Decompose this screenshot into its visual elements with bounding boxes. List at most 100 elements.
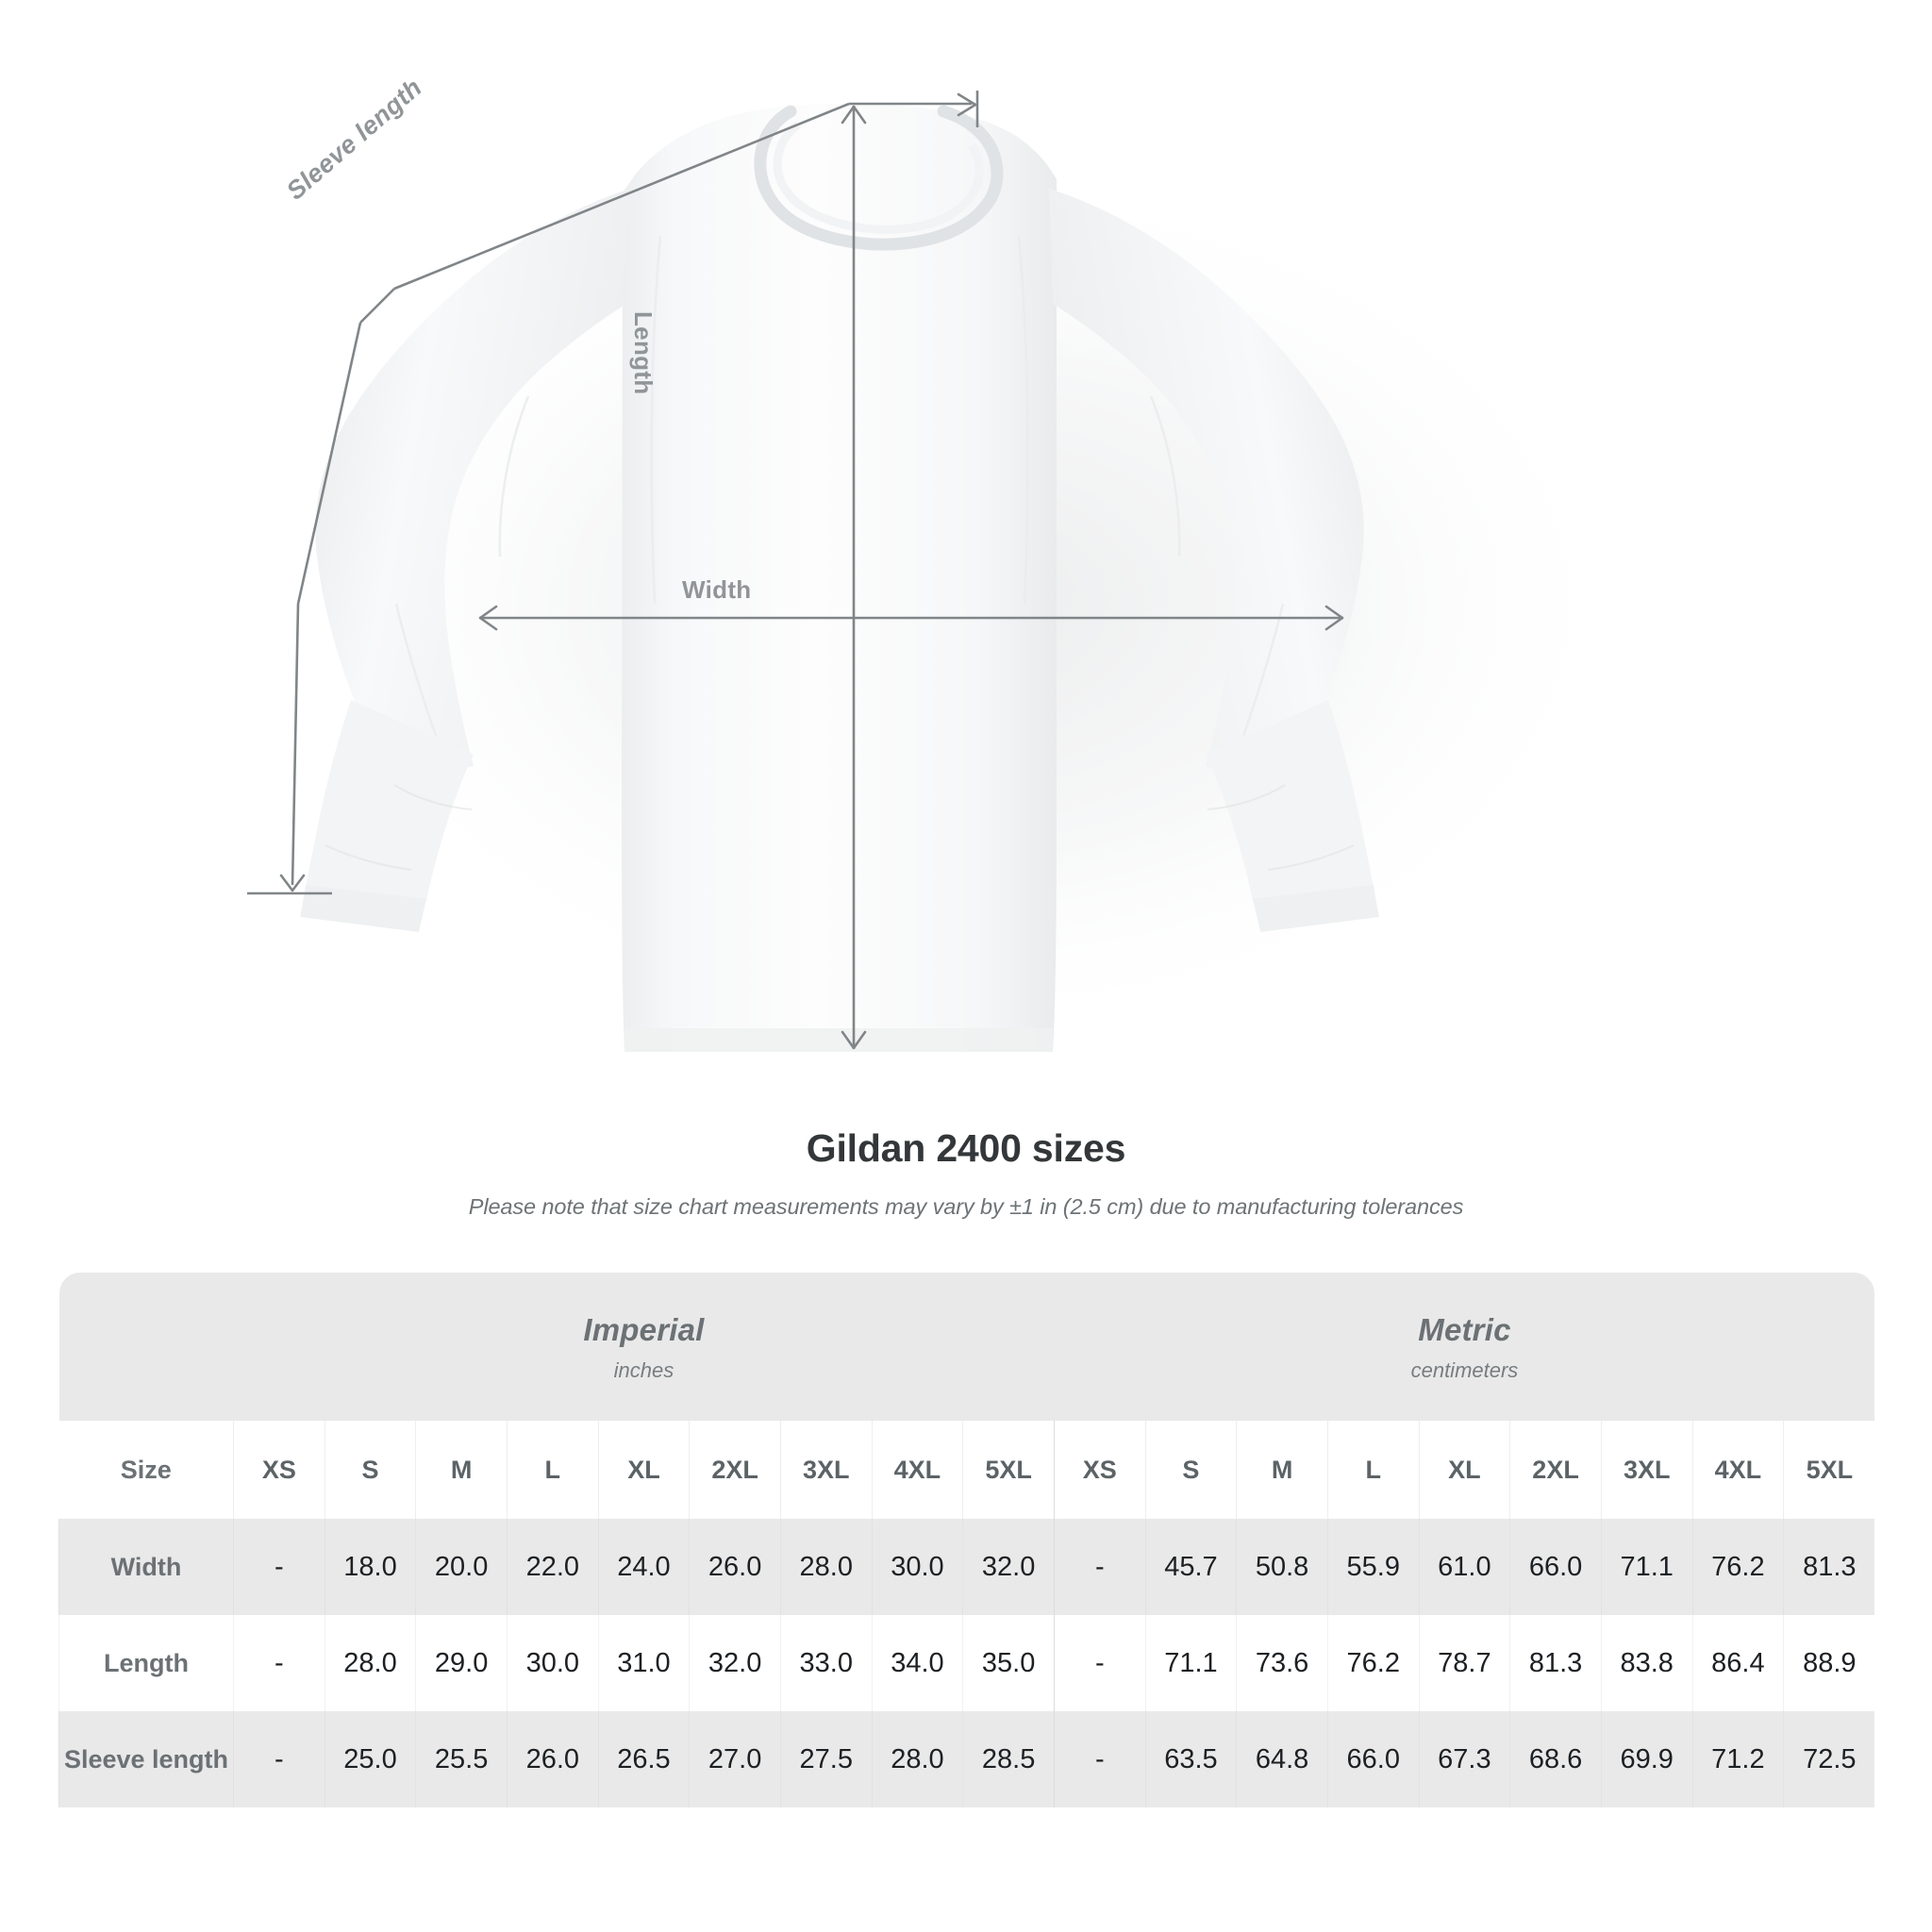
cell-sleeve-length-metric-4xl: 71.2 xyxy=(1691,1711,1784,1807)
cell-sleeve-length-imperial-l: 26.0 xyxy=(506,1711,599,1807)
cell-length-metric-m: 73.6 xyxy=(1236,1615,1328,1711)
cell-width-metric-m: 50.8 xyxy=(1236,1519,1328,1615)
row-header-width: Width xyxy=(58,1519,234,1615)
cell-sleeve-length-imperial-4xl: 28.0 xyxy=(871,1711,963,1807)
cell-width-imperial-3xl: 28.0 xyxy=(779,1519,873,1615)
size-column-header-imperial-5xl: 5XL xyxy=(962,1421,1055,1519)
unit-system-header-imperial: Imperial inches xyxy=(233,1273,1055,1421)
cell-width-imperial-s: 18.0 xyxy=(324,1519,416,1615)
cell-sleeve-length-imperial-2xl: 27.0 xyxy=(689,1711,781,1807)
tolerance-note: Please note that size chart measurements… xyxy=(468,1194,1464,1220)
table-row: Length -28.0 29.0 30.0 31.0 32.0 33.0 34.0 35.0-… xyxy=(58,1615,1875,1711)
cell-width-imperial-l: 22.0 xyxy=(506,1519,599,1615)
cell-width-imperial-2xl: 26.0 xyxy=(689,1519,781,1615)
cell-length-imperial-3xl: 33.0 xyxy=(779,1615,873,1711)
cell-length-imperial-m: 29.0 xyxy=(415,1615,508,1711)
size-column-header-imperial-4xl: 4XL xyxy=(871,1421,963,1519)
cell-width-imperial-4xl: 30.0 xyxy=(871,1519,963,1615)
arrowhead-width-right xyxy=(1324,605,1344,631)
cell-length-metric-xl: 78.7 xyxy=(1418,1615,1510,1711)
cell-sleeve-length-metric-m: 64.8 xyxy=(1236,1711,1328,1807)
size-column-header-imperial-xs: XS xyxy=(233,1421,325,1519)
size-column-header-imperial-3xl: 3XL xyxy=(779,1421,873,1519)
sleeve-line-vertical xyxy=(291,603,300,886)
measurement-lines xyxy=(247,91,1343,1049)
cell-width-imperial-xl: 24.0 xyxy=(597,1519,690,1615)
cell-sleeve-length-metric-s: 63.5 xyxy=(1144,1711,1237,1807)
arrowhead-length-top xyxy=(841,105,867,125)
cell-width-metric-xl: 61.0 xyxy=(1418,1519,1510,1615)
cell-sleeve-length-imperial-5xl: 28.5 xyxy=(962,1711,1055,1807)
cell-sleeve-length-metric-xs: - xyxy=(1053,1711,1146,1807)
cell-width-metric-xs: - xyxy=(1053,1519,1146,1615)
garment-illustration xyxy=(247,91,1641,1052)
length-dimension-label: Length xyxy=(629,311,658,395)
shirt-shape xyxy=(300,103,1379,1052)
row-header-sleeve-length: Sleeve length xyxy=(58,1711,234,1807)
cell-width-imperial-xs: - xyxy=(233,1519,325,1615)
size-table: Imperial inches Metric centimeters Size XS S M L… xyxy=(58,1273,1875,1807)
garment-diagram: Sleeve length Length Width xyxy=(247,73,1641,1052)
unit-system-unit: inches xyxy=(613,1357,675,1382)
cell-sleeve-length-metric-xl: 67.3 xyxy=(1418,1711,1510,1807)
page-title: Gildan 2400 sizes xyxy=(806,1126,1126,1170)
unit-header-spacer xyxy=(58,1273,234,1421)
cell-sleeve-length-metric-l: 66.0 xyxy=(1326,1711,1420,1807)
size-column-header-metric-3xl: 3XL xyxy=(1600,1421,1693,1519)
cell-sleeve-length-metric-3xl: 69.9 xyxy=(1600,1711,1693,1807)
size-column-header-metric-l: L xyxy=(1326,1421,1420,1519)
size-column-header-metric-m: M xyxy=(1236,1421,1328,1519)
cell-sleeve-length-metric-2xl: 68.6 xyxy=(1509,1711,1602,1807)
cell-length-metric-xs: - xyxy=(1053,1615,1146,1711)
title-block: Gildan 2400 sizes Please note that size … xyxy=(0,1126,1932,1220)
size-table-container: Imperial inches Metric centimeters Size XS S M L… xyxy=(58,1273,1875,1807)
cell-length-imperial-xl: 31.0 xyxy=(597,1615,690,1711)
arrowhead-width-left xyxy=(478,605,498,631)
cell-width-imperial-5xl: 32.0 xyxy=(962,1519,1055,1615)
size-header-row: Size XS S M L XL 2XL 3XL 4XL 5XL XS S M L XL 2XL 3XL 4XL 5… xyxy=(58,1421,1875,1519)
cell-length-metric-4xl: 86.4 xyxy=(1691,1615,1784,1711)
size-column-header-imperial-xl: XL xyxy=(597,1421,690,1519)
unit-system-name: Imperial xyxy=(583,1311,705,1347)
cell-length-imperial-l: 30.0 xyxy=(506,1615,599,1711)
size-column-header-metric-4xl: 4XL xyxy=(1691,1421,1784,1519)
cell-length-metric-l: 76.2 xyxy=(1326,1615,1420,1711)
table-row: Sleeve length -25.0 25.5 26.0 26.5 27.0 27.5 28… xyxy=(58,1711,1875,1807)
sleeve-line-shoulder xyxy=(393,102,850,291)
size-column-header-imperial-s: S xyxy=(324,1421,416,1519)
size-column-header-imperial-m: M xyxy=(415,1421,508,1519)
cell-length-imperial-5xl: 35.0 xyxy=(962,1615,1055,1711)
arrowhead-sleeve-bottom xyxy=(279,874,306,892)
cell-length-metric-s: 71.1 xyxy=(1144,1615,1237,1711)
cell-sleeve-length-imperial-s: 25.0 xyxy=(324,1711,416,1807)
cell-length-imperial-xs: - xyxy=(233,1615,325,1711)
row-header-length: Length xyxy=(58,1615,234,1711)
cell-width-metric-2xl: 66.0 xyxy=(1509,1519,1602,1615)
cell-width-metric-s: 45.7 xyxy=(1144,1519,1237,1615)
sleeve-line-forearm xyxy=(296,322,362,605)
cell-width-metric-5xl: 81.3 xyxy=(1783,1519,1875,1615)
measurement-arrowheads xyxy=(279,92,1344,1050)
size-header-label: Size xyxy=(58,1421,234,1519)
size-column-header-imperial-2xl: 2XL xyxy=(689,1421,781,1519)
cell-width-metric-l: 55.9 xyxy=(1326,1519,1420,1615)
arrowhead-length-bottom xyxy=(841,1030,867,1050)
size-column-header-metric-xs: XS xyxy=(1053,1421,1146,1519)
cell-length-imperial-2xl: 32.0 xyxy=(689,1615,781,1711)
size-column-header-imperial-l: L xyxy=(506,1421,599,1519)
cell-sleeve-length-imperial-m: 25.5 xyxy=(415,1711,508,1807)
unit-system-header-metric: Metric centimeters xyxy=(1054,1273,1875,1421)
cell-width-metric-4xl: 76.2 xyxy=(1691,1519,1784,1615)
width-dimension-label: Width xyxy=(682,575,752,604)
cell-sleeve-length-imperial-xs: - xyxy=(233,1711,325,1807)
size-column-header-metric-5xl: 5XL xyxy=(1783,1421,1875,1519)
cell-width-imperial-m: 20.0 xyxy=(415,1519,508,1615)
cell-length-imperial-s: 28.0 xyxy=(324,1615,416,1711)
cell-sleeve-length-imperial-3xl: 27.5 xyxy=(779,1711,873,1807)
table-row: Width -18.0 20.0 22.0 24.0 26.0 28.0 30.0 32.0-4… xyxy=(58,1519,1875,1615)
unit-system-unit: centimeters xyxy=(1410,1357,1519,1382)
unit-system-name: Metric xyxy=(1418,1311,1511,1347)
size-column-header-metric-2xl: 2XL xyxy=(1509,1421,1602,1519)
cell-width-metric-3xl: 71.1 xyxy=(1600,1519,1693,1615)
